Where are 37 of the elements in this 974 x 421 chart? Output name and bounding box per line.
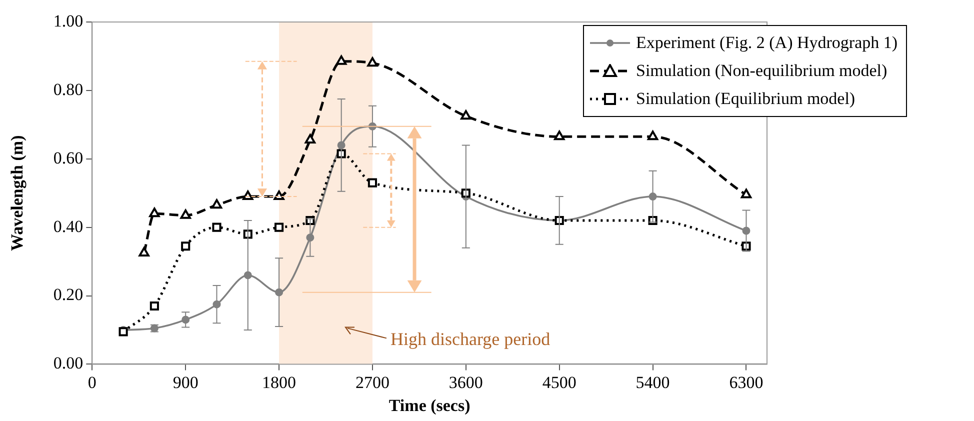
point <box>554 130 565 140</box>
y-tick-label: 0.80 <box>53 80 84 99</box>
x-tick-label: 5400 <box>636 372 670 392</box>
point <box>740 188 752 198</box>
y-tick-label: 0.40 <box>53 216 84 236</box>
y-tick-label: 0.60 <box>53 148 84 168</box>
point <box>368 178 378 188</box>
y-tick-label: 1.00 <box>53 11 84 30</box>
x-tick-label: 3600 <box>448 372 483 392</box>
point <box>212 222 222 232</box>
x-tick-label: 0 <box>88 372 96 392</box>
legend-label: Simulation (Equilibrium model) <box>636 88 856 110</box>
point <box>149 208 160 218</box>
point <box>150 301 159 311</box>
point <box>460 110 472 120</box>
x-tick-label: 900 <box>172 372 198 392</box>
point <box>304 134 316 144</box>
point <box>367 57 378 67</box>
y-tick-label: 0.20 <box>53 285 84 304</box>
x-tick-label: 2700 <box>355 372 390 392</box>
point <box>211 199 222 209</box>
point <box>138 246 150 256</box>
point <box>647 130 658 140</box>
y-axis-title: Wavelength (m) <box>8 135 27 251</box>
x-tick-label: 1800 <box>262 372 296 392</box>
y-tick-label: 0.00 <box>53 354 84 373</box>
point <box>181 242 190 251</box>
point <box>336 55 347 65</box>
x-tick-label: 6300 <box>729 372 764 392</box>
legend-label: Experiment (Fig. 2 (A) Hydrograph 1) <box>636 32 898 54</box>
point <box>118 327 128 336</box>
band-label: High discharge period <box>390 328 550 349</box>
x-tick-label: 4500 <box>542 372 576 392</box>
point <box>274 222 284 232</box>
legend-label: Simulation (Non-equilibrium model) <box>636 60 888 82</box>
point <box>180 209 191 219</box>
x-axis-title: Time (secs) <box>388 396 470 416</box>
